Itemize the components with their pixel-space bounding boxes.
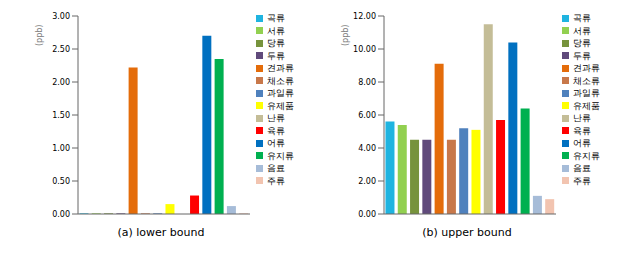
svg-text:(ppb): (ppb) — [35, 25, 44, 46]
html-text:과일류: 과일류 — [267, 88, 294, 98]
html-text:어류: 어류 — [267, 138, 285, 148]
svg-text:2.00: 2.00 — [52, 78, 70, 87]
html-text:견과류: 견과류 — [573, 63, 600, 73]
svg-text:2.00: 2.00 — [358, 177, 376, 186]
html-text:난류: 난류 — [267, 113, 285, 123]
html-text:음료: 음료 — [267, 163, 285, 173]
svg-text:0.50: 0.50 — [52, 177, 70, 186]
html-text:당류: 당류 — [573, 38, 591, 48]
html-text:(a) lower bound: (a) lower bound — [117, 226, 205, 239]
html-text:곡류: 곡류 — [573, 13, 591, 23]
html-text:주류: 주류 — [267, 175, 285, 186]
html-text:채소류: 채소류 — [573, 75, 600, 86]
svg-text:(ppb): (ppb) — [341, 25, 350, 46]
html-text:곡류: 곡류 — [267, 13, 285, 23]
svg-text:1.50: 1.50 — [52, 111, 70, 120]
svg-text:10.00: 10.00 — [353, 45, 376, 54]
html-text:유제품: 유제품 — [573, 100, 600, 111]
html-text:주류: 주류 — [573, 175, 591, 186]
svg-text:12.00: 12.00 — [353, 12, 376, 21]
html-text:유지류: 유지류 — [573, 150, 600, 161]
html-text:유지류: 유지류 — [267, 150, 294, 161]
svg-text:8.00: 8.00 — [358, 78, 376, 87]
html-text:서류: 서류 — [573, 25, 591, 36]
svg-text:3.00: 3.00 — [52, 12, 70, 21]
html-text:어류: 어류 — [573, 138, 591, 148]
html-text:서류: 서류 — [267, 25, 285, 36]
html-text:견과류: 견과류 — [267, 63, 294, 73]
svg-text:2.50: 2.50 — [52, 45, 70, 54]
svg-text:0.00: 0.00 — [52, 210, 70, 219]
svg-text:1.00: 1.00 — [52, 144, 70, 153]
svg-text:4.00: 4.00 — [358, 144, 376, 153]
html-text:음료: 음료 — [573, 163, 591, 173]
html-text:육류: 육류 — [573, 125, 591, 136]
html-text:과일류: 과일류 — [573, 88, 600, 98]
html-text:육류: 육류 — [267, 125, 285, 136]
html-text:당류: 당류 — [267, 38, 285, 48]
html-text:두류: 두류 — [573, 50, 591, 61]
svg-text:6.00: 6.00 — [358, 111, 376, 120]
html-text:(b) upper bound: (b) upper bound — [422, 226, 512, 239]
html-text:유제품: 유제품 — [267, 100, 294, 111]
html-text:난류: 난류 — [573, 113, 591, 123]
svg-text:0.00: 0.00 — [358, 210, 376, 219]
html-text:채소류: 채소류 — [267, 75, 294, 86]
html-text:두류: 두류 — [267, 50, 285, 61]
